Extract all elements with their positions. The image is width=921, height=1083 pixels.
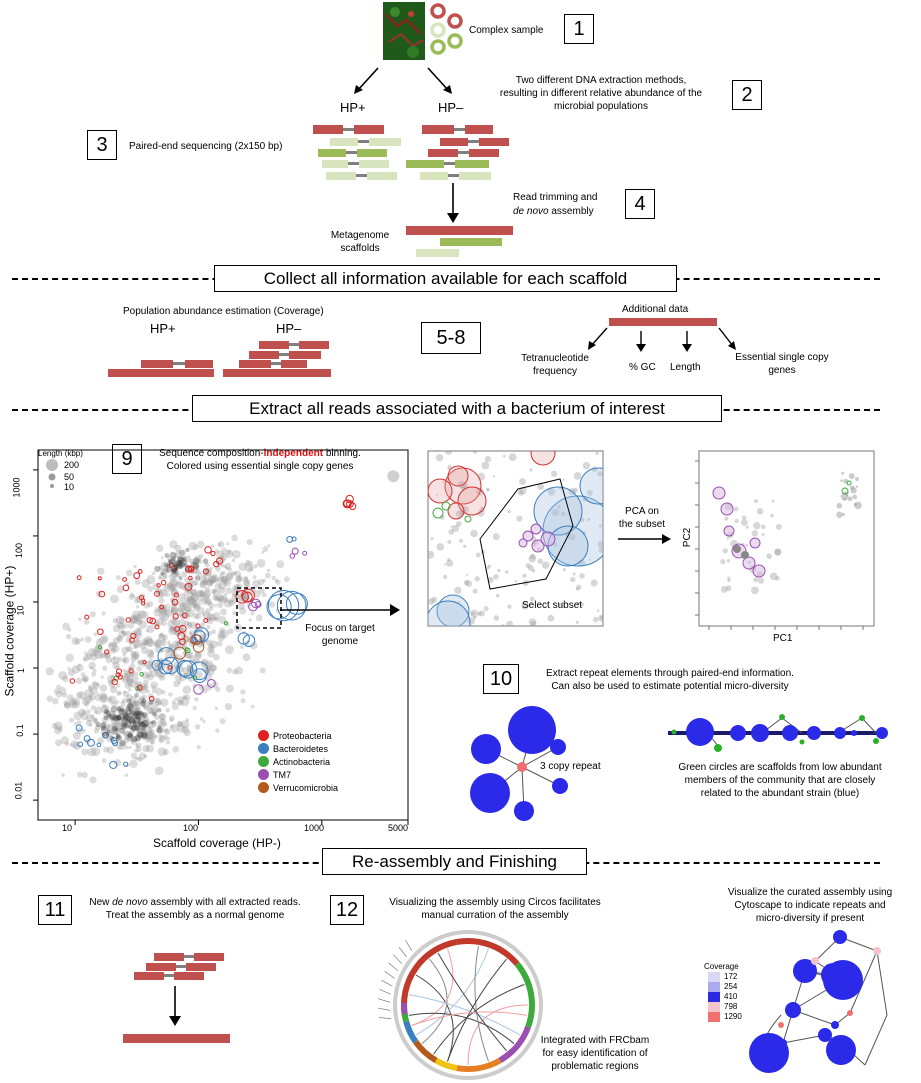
step-2-text: Two different DNA extraction methods, res…	[499, 75, 703, 112]
reassembled-genome-bar	[123, 1034, 230, 1043]
coverage-legend-410: 410	[708, 992, 788, 1002]
step-5-8-box: 5-8	[421, 322, 481, 354]
xtick-1000: 1000	[304, 823, 325, 833]
step-4-box: 4	[625, 189, 655, 219]
step-11-text: New de novo assembly with all extracted …	[89, 897, 301, 921]
additional-data-title: Additional data	[622, 304, 689, 315]
pca-panel	[695, 450, 875, 630]
size-legend-10: 10	[64, 482, 75, 492]
step-10-box: 10	[483, 664, 519, 694]
size-legend-50: 50	[64, 472, 75, 482]
assembly-arrow	[447, 183, 459, 223]
step-12-box: 12	[330, 895, 364, 925]
sample-image	[383, 2, 425, 60]
banner-reassembly: Re-assembly and Finishing	[322, 848, 587, 875]
step-3-box: 3	[87, 130, 117, 160]
cytoscape-graph	[749, 930, 888, 1073]
x-axis-label: Scaffold coverage (HP-)	[153, 836, 281, 850]
ytick-1: 1	[16, 667, 27, 674]
legend-bacteroidetes: Bacteroidetes	[258, 743, 328, 755]
coverage-reads	[108, 341, 331, 377]
cytoscape-text: Visualize the curated assembly using Cyto…	[727, 887, 893, 924]
ytick-10: 10	[15, 605, 26, 616]
coverage-title: Population abundance estimation (Coverag…	[123, 306, 324, 317]
xtick-10: 10	[62, 823, 73, 833]
step-11-box: 11	[38, 895, 72, 925]
coverage-hp-minus: HP–	[276, 321, 302, 336]
banner-collect-info: Collect all information available for ea…	[214, 265, 677, 292]
length-label: Length	[670, 362, 701, 373]
coverage-hp-plus: HP+	[150, 321, 176, 336]
complex-sample-label: Complex sample	[469, 25, 544, 36]
pca-label: PCA on the subset	[618, 506, 666, 530]
reassembly-reads	[134, 953, 224, 1026]
legend-actinobacteria: Actinobacteria	[258, 756, 330, 768]
scatter-plot	[33, 449, 409, 825]
bacteria-rings-icon	[430, 3, 463, 55]
pc1-label: PC1	[773, 633, 793, 644]
size-legend-title: Length (kbp)	[38, 449, 83, 458]
focus-label: Focus on target genome	[305, 623, 375, 647]
ytick-0.1: 0.1	[14, 724, 25, 737]
ytick-1000: 1000	[11, 477, 22, 498]
focus-arrow	[280, 604, 400, 616]
zoom-panel	[427, 450, 604, 627]
xtick-100: 100	[183, 823, 199, 833]
size-legend-dots	[46, 459, 58, 488]
scaffold-bars	[406, 226, 513, 257]
ytick-100: 100	[14, 542, 25, 559]
select-subset-label: Select subset	[522, 600, 583, 611]
coverage-legend-254: 254	[708, 982, 788, 992]
split-arrows	[354, 67, 452, 94]
step-1-box: 1	[564, 14, 594, 44]
circos-plot	[377, 930, 543, 1080]
step-2-box: 2	[732, 80, 762, 110]
legend-verrucomicrobia: Verrucomicrobia	[258, 782, 338, 794]
step-9-text: Sequence composition-independent binning…	[159, 448, 361, 472]
repeat-graph	[470, 706, 568, 821]
size-legend-200: 200	[64, 460, 80, 470]
repeat-label: 3 copy repeat	[540, 761, 601, 772]
hp-plus-label: HP+	[340, 100, 366, 115]
step-9-box: 9	[112, 444, 142, 474]
coverage-legend-798: 798	[708, 1002, 788, 1012]
pc2-label: PC2	[682, 527, 694, 548]
hp-minus-label: HP–	[438, 100, 464, 115]
reads-hp-plus	[313, 125, 401, 180]
step-10-text: Extract repeat elements through paired-e…	[546, 668, 794, 692]
micro-diversity-graph	[668, 714, 888, 752]
legend-tm7: TM7	[258, 769, 291, 781]
scaffolds-label: Metagenome scaffolds	[330, 230, 390, 254]
additional-data-arrows	[588, 318, 736, 352]
gc-label: % GC	[629, 362, 656, 373]
xtick-5000: 5000	[388, 823, 409, 833]
coverage-legend-1290: 1290	[708, 1012, 788, 1022]
step-4-text: Read trimming and de novo assembly	[513, 192, 598, 217]
essential-genes-label: Essential single copy genes	[735, 352, 829, 376]
y-axis-label: Scaffold coverage (HP+)	[2, 565, 17, 697]
tetranucleotide-label: Tetranucleotide frequency	[521, 353, 589, 377]
reads-hp-minus	[406, 125, 509, 180]
step-3-text: Paired-end sequencing (2x150 bp)	[129, 141, 283, 152]
banner-extract-reads: Extract all reads associated with a bact…	[192, 395, 722, 422]
ytick-0.01: 0.01	[13, 781, 24, 800]
coverage-legend-172: 172	[708, 972, 788, 982]
coverage-legend-title: Coverage	[704, 962, 739, 971]
frcbam-text: Integrated with FRCbam for easy identific…	[540, 1035, 650, 1072]
step-12-text: Visualizing the assembly using Circos fa…	[389, 897, 601, 921]
legend-proteobacteria: Proteobacteria	[258, 730, 332, 742]
pca-arrow	[618, 534, 671, 544]
green-circles-text: Green circles are scaffolds from low abu…	[678, 762, 882, 799]
